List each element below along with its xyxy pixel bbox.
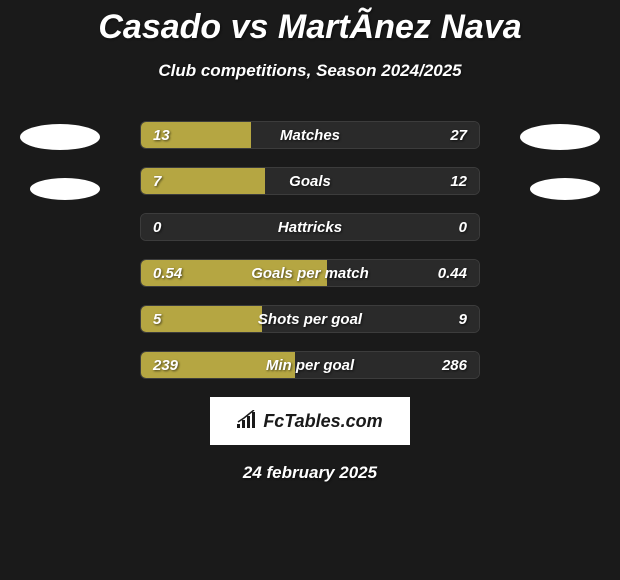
stat-label: Matches — [141, 122, 479, 149]
stat-row-goals-per-match: 0.54 Goals per match 0.44 — [140, 259, 480, 287]
stat-right-value: 286 — [442, 352, 467, 379]
stat-row-matches: 13 Matches 27 — [140, 121, 480, 149]
stats-container: 13 Matches 27 7 Goals 12 0 Hattricks 0 0… — [140, 121, 480, 379]
season-subtitle: Club competitions, Season 2024/2025 — [0, 61, 620, 81]
stat-row-min-per-goal: 239 Min per goal 286 — [140, 351, 480, 379]
stat-right-value: 12 — [450, 168, 467, 195]
stat-right-value: 0 — [459, 214, 467, 241]
stat-row-goals: 7 Goals 12 — [140, 167, 480, 195]
stat-right-value: 9 — [459, 306, 467, 333]
player-left-marker-1 — [20, 124, 100, 150]
stat-row-hattricks: 0 Hattricks 0 — [140, 213, 480, 241]
stat-label: Goals per match — [141, 260, 479, 287]
stat-label: Min per goal — [141, 352, 479, 379]
stat-label: Hattricks — [141, 214, 479, 241]
player-left-marker-2 — [30, 178, 100, 200]
stat-right-value: 0.44 — [438, 260, 467, 287]
player-right-marker-2 — [530, 178, 600, 200]
logo-box[interactable]: FcTables.com — [210, 397, 410, 445]
date-text: 24 february 2025 — [0, 463, 620, 483]
stat-label: Goals — [141, 168, 479, 195]
comparison-title: Casado vs MartÃ­nez Nava — [0, 0, 620, 47]
stat-row-shots-per-goal: 5 Shots per goal 9 — [140, 305, 480, 333]
player-right-marker-1 — [520, 124, 600, 150]
stat-right-value: 27 — [450, 122, 467, 149]
stat-label: Shots per goal — [141, 306, 479, 333]
logo-text: FcTables.com — [263, 411, 382, 432]
chart-icon — [237, 410, 259, 433]
